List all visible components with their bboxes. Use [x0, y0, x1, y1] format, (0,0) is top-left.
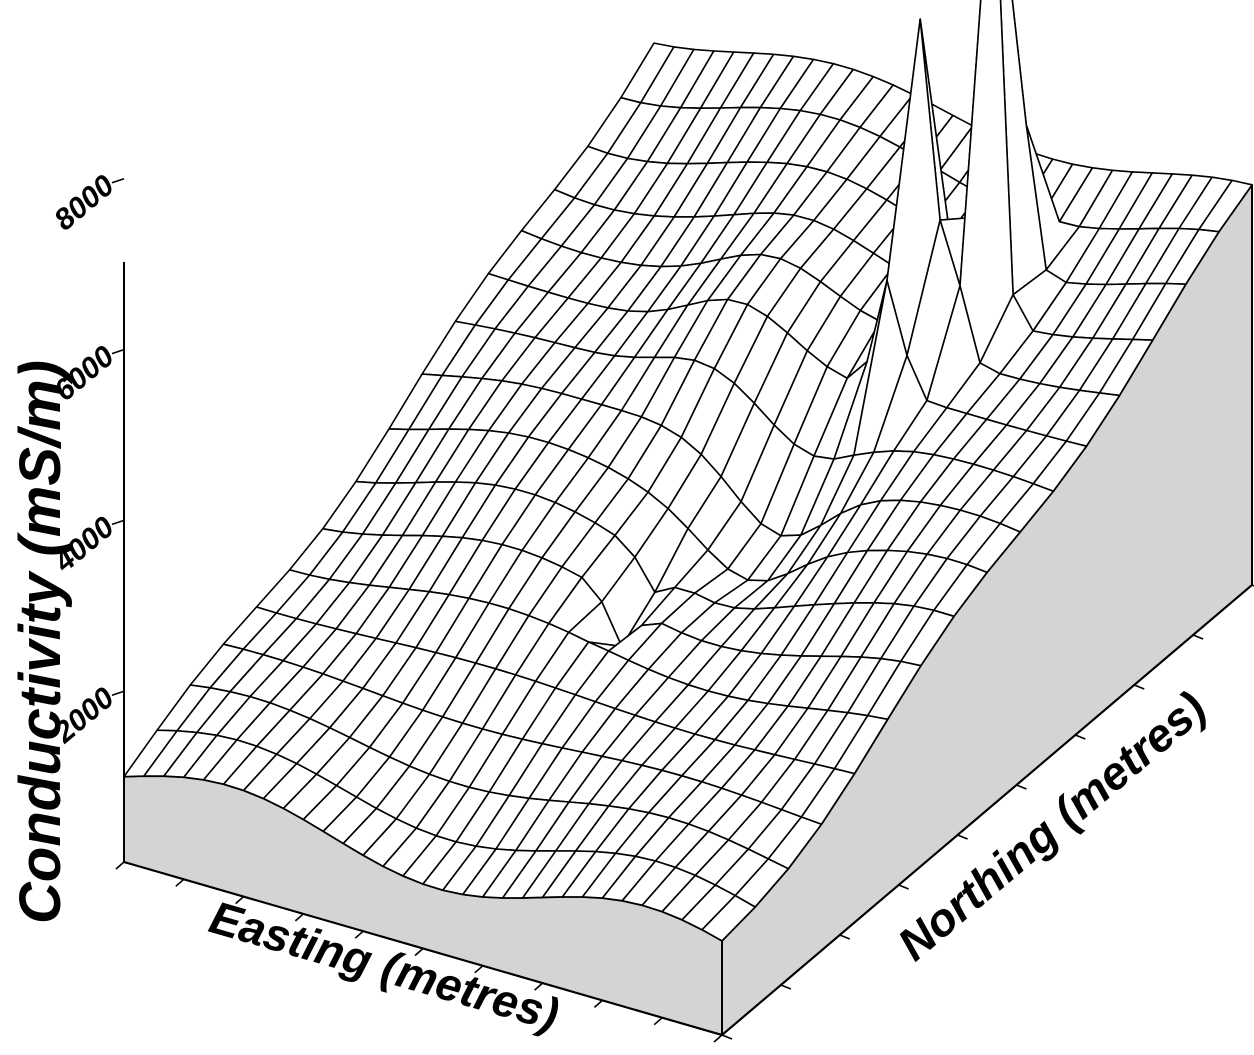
northing-tick-mark [957, 834, 968, 840]
z-tick-mark [111, 348, 125, 355]
z-tick-mark [111, 690, 125, 696]
easting-tick-mark [713, 1034, 723, 1043]
northing-tick-mark [780, 984, 792, 990]
easting-tick-mark [354, 930, 364, 939]
easting-tick-mark [653, 1017, 663, 1026]
northing-tick-mark [898, 884, 909, 890]
easting-tick-mark [414, 947, 424, 957]
easting-tick-mark [534, 982, 544, 991]
surface-mesh [123, 0, 1253, 942]
easting-tick-mark [115, 861, 125, 870]
mesh-cell [701, 894, 756, 942]
easting-tick-mark [294, 913, 304, 922]
northing-tick-mark [721, 1034, 733, 1040]
z-tick-mark [111, 178, 125, 184]
z-tick-label: 8000 [48, 169, 121, 237]
easting-tick-mark [593, 999, 603, 1009]
easting-tick-mark [175, 878, 185, 887]
z-tick-mark [111, 519, 125, 526]
northing-tick-mark [1075, 734, 1086, 740]
northing-tick-mark [839, 934, 851, 940]
northing-axis-line [721, 584, 1253, 1036]
easting-tick-mark [235, 895, 245, 905]
northing-tick-mark [1016, 784, 1027, 790]
easting-tick-mark [474, 965, 484, 974]
northing-tick-mark [1192, 634, 1204, 640]
northing-tick-mark [1133, 684, 1145, 690]
z-axis-title: Conductivity (mS/m) [8, 360, 73, 924]
